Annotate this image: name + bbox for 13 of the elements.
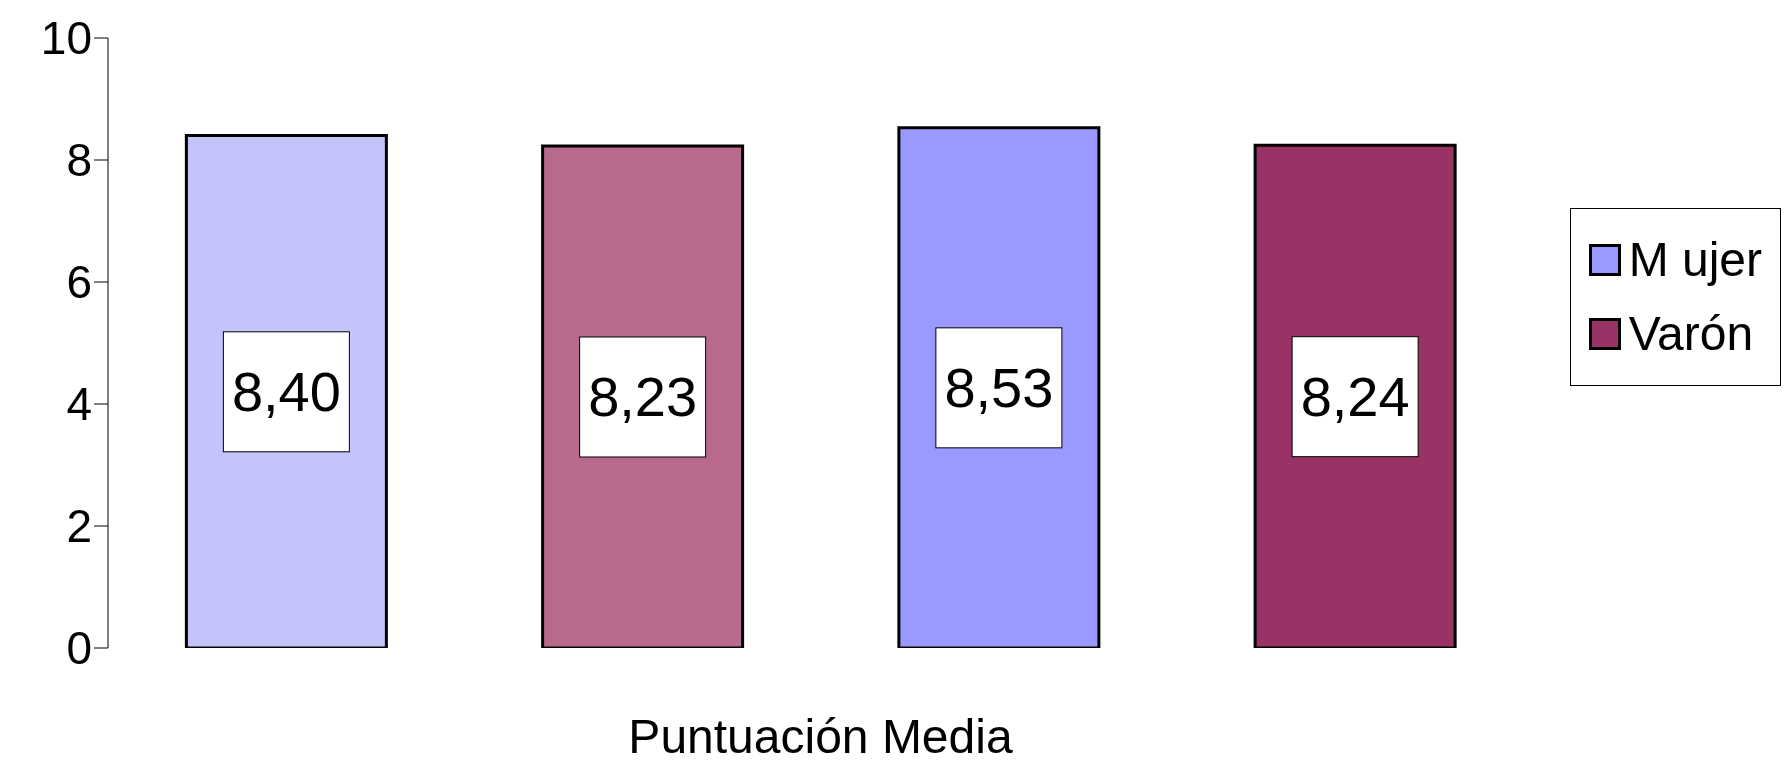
data-label: 8,23 (588, 365, 698, 429)
data-label: 8,53 (944, 356, 1054, 420)
y-tick-label: 10 (40, 12, 92, 65)
legend-label: Varón (1628, 306, 1754, 362)
y-tick-label: 6 (66, 256, 92, 309)
data-label: 8,40 (231, 360, 341, 424)
y-tick-label: 8 (66, 134, 92, 187)
legend-label: M ujer (1628, 232, 1762, 288)
y-tick-label: 0 (66, 622, 92, 675)
y-tick-label: 2 (66, 500, 92, 553)
y-tick-label: 4 (66, 378, 92, 431)
x-axis-title: Puntuación Media (628, 710, 1013, 763)
data-label: 8,24 (1300, 365, 1410, 429)
